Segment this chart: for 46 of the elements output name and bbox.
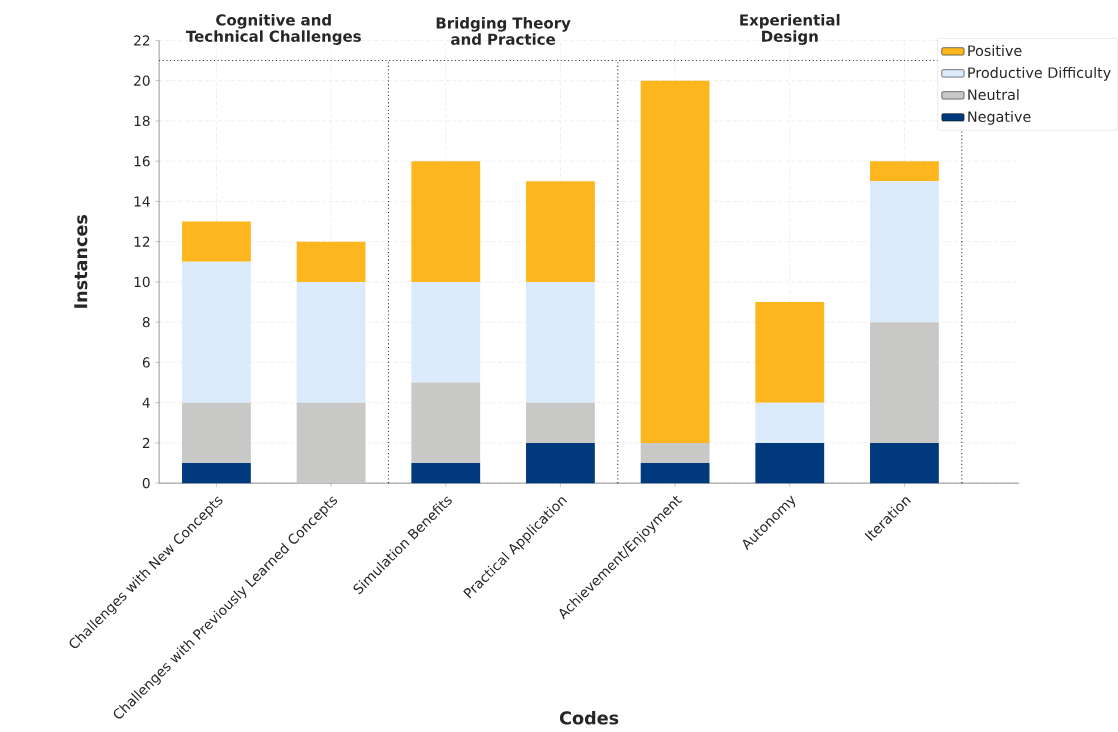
bar [411,382,481,464]
y-tick-label: 10 [134,276,150,288]
y-tick-label: 12 [134,236,150,247]
y-tick-label: 18 [134,115,150,127]
bar [870,181,939,323]
bar [182,402,251,464]
annotation: Experiential Design [740,14,840,46]
legend-label: Productive Difficulty [968,67,1111,82]
bar [640,80,710,444]
bar [526,282,595,403]
bar [870,161,939,182]
bar [411,463,481,484]
bar [640,463,710,484]
x-axis-title: Codes [559,711,619,725]
legend-label: Positive [968,45,1022,57]
bar [182,463,251,484]
y-tick-label: 22 [134,35,150,46]
legend-label: Negative [968,111,1031,126]
bar [411,161,481,283]
y-tick-label: 14 [134,196,150,207]
bar [182,262,251,403]
y-tick-label: 6 [142,357,150,368]
legend-label: Neutral [968,89,1019,101]
bar [755,402,825,444]
bar [755,302,825,403]
bar [296,402,366,484]
annotation: Cognitive and Technical Challenges [185,14,361,46]
bar [755,443,825,484]
y-tick-label: 0 [142,478,150,489]
bar [182,221,251,262]
bar [296,282,366,403]
bar [870,322,939,444]
bar [296,241,366,283]
y-tick-label: 4 [142,397,150,408]
bar [526,402,595,444]
bar [411,282,481,383]
y-tick-label: 20 [134,75,150,87]
y-tick-label: 8 [142,317,150,328]
y-tick-label: 16 [134,156,150,167]
annotation: Bridging Theory and Practice [436,17,571,46]
bar [640,443,710,464]
y-tick-label: 2 [142,438,150,449]
bar [870,443,939,484]
bar [526,443,595,484]
bar [526,181,595,283]
y-axis-title: Instances [74,215,88,309]
